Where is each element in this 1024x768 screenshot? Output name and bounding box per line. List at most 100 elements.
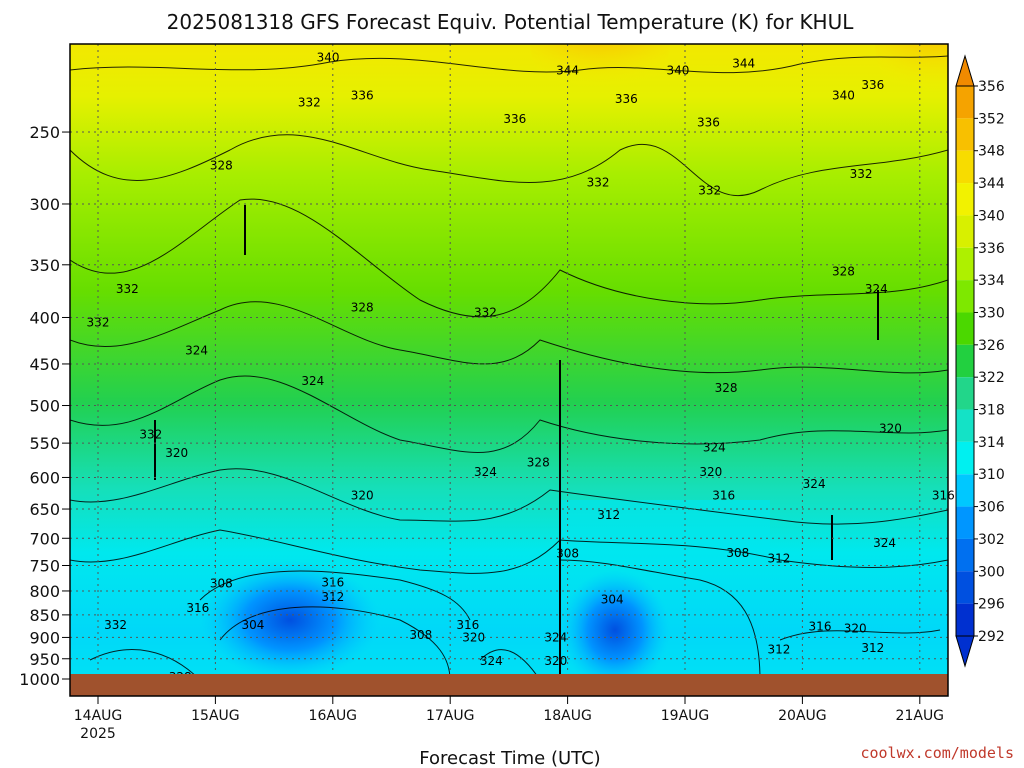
contour-label: 332 — [298, 96, 321, 110]
contour-label: 316 — [932, 488, 955, 502]
contour-label: 340 — [832, 89, 855, 103]
x-axis-label: Forecast Time (UTC) — [419, 748, 600, 768]
contour-label: 328 — [832, 265, 855, 279]
contour-label: 320 — [879, 422, 902, 436]
contour-label: 312 — [861, 641, 884, 655]
colorbar-swatch — [956, 506, 974, 539]
y-axis: 250 300 350 400 450 500 550 600 650 700 750 800 850 9… — [19, 123, 70, 689]
contour-label: 324 — [873, 536, 896, 550]
contour-label: 312 — [767, 552, 790, 566]
colorbar-swatch — [956, 571, 974, 604]
contour-label: 336 — [351, 89, 374, 103]
contour-label: 320 — [699, 465, 722, 479]
colorbar-tick-label: 310 — [978, 467, 1005, 483]
y-tick-label: 900 — [29, 628, 60, 647]
colorbar-tick-label: 322 — [978, 370, 1005, 386]
y-tick-label: 250 — [29, 123, 60, 142]
contour-label: 340 — [667, 64, 690, 78]
colorbar-swatch — [956, 603, 974, 636]
colorbar-swatch — [956, 118, 974, 151]
y-tick-label: 800 — [29, 582, 60, 601]
colorbar-swatch — [956, 538, 974, 572]
contour-label: 324 — [185, 344, 208, 358]
contour-label: 324 — [703, 440, 726, 454]
colorbar-tick-label: 334 — [978, 273, 1005, 289]
contour-label: 332 — [139, 427, 162, 441]
contour-label: 344 — [732, 56, 755, 70]
y-tick-label: 700 — [29, 529, 60, 548]
colorbar-swatch — [956, 183, 974, 216]
contour-label: 332 — [698, 184, 721, 198]
plot-frame — [69, 43, 949, 697]
colorbar-top-arrow — [955, 54, 975, 87]
contour-label: 320 — [165, 446, 188, 460]
contour-label: 324 — [803, 477, 826, 491]
contour-label: 316 — [809, 619, 832, 633]
contour-label: 328 — [715, 381, 738, 395]
colorbar-tick-label: 302 — [978, 532, 1005, 548]
y-tick-label: 550 — [29, 434, 60, 453]
colorbar-bottom-arrow — [955, 635, 975, 668]
gridlines — [70, 44, 948, 680]
x-tick-label: 17AUG — [426, 708, 475, 724]
contour-label: 324 — [480, 654, 503, 668]
x-axis: 14AUG 15AUG 16AUG 17AUG 18AUG 19AUG 20AUG 21AUG — [74, 696, 944, 724]
y-tick-label: 300 — [29, 195, 60, 214]
contour-label: 304 — [601, 593, 624, 607]
y-tick-label: 350 — [29, 256, 60, 275]
contour-label: 312 — [767, 643, 790, 657]
x-tick-label: 21AUG — [896, 708, 945, 724]
contour-label: 308 — [210, 576, 233, 590]
colorbar-tick-label: 336 — [978, 241, 1005, 257]
contour-label: 328 — [351, 300, 374, 314]
contour-label: 332 — [587, 175, 610, 189]
contour-label: 304 — [242, 618, 265, 632]
x-year-label: 2025 — [80, 726, 116, 742]
contour-label: 324 — [544, 630, 567, 644]
contour-label: 328 — [527, 456, 550, 470]
contour-label: 308 — [556, 547, 579, 561]
colorbar-tick-label: 314 — [978, 435, 1005, 451]
contour-label: 336 — [861, 78, 884, 92]
contour-label: 308 — [726, 546, 749, 560]
contour-label: 312 — [597, 508, 620, 522]
y-tick-label: 500 — [29, 397, 60, 416]
colorbar-swatch — [956, 215, 974, 248]
contour-label: 324 — [865, 282, 888, 296]
y-tick-label: 650 — [29, 500, 60, 519]
contour-label: 340 — [317, 51, 340, 65]
colorbar-swatch — [956, 86, 974, 119]
colorbar-tick-label: 306 — [978, 500, 1005, 516]
y-tick-label: 450 — [29, 355, 60, 374]
colorbar-tick-label: 344 — [978, 176, 1005, 192]
colorbar-frame — [955, 85, 975, 637]
colorbar-swatch — [956, 441, 974, 475]
colorbar-swatch — [956, 150, 974, 184]
colorbar-swatch — [956, 312, 974, 345]
y-tick-label: 850 — [29, 606, 60, 625]
contour-label: 332 — [87, 315, 110, 329]
contour-label: 336 — [503, 112, 526, 126]
colorbar-tick-label: 340 — [978, 208, 1005, 224]
colorbar-tick-label: 300 — [978, 564, 1005, 580]
colorbar-swatch — [956, 409, 974, 442]
x-tick-label: 19AUG — [661, 708, 710, 724]
contour-label: 316 — [321, 575, 344, 589]
colorbar: 356 352 348 344 340 336 334 330 326 322 318 314 310 3… — [955, 54, 1005, 668]
y-tick-label: 400 — [29, 308, 60, 327]
credit-text: coolwx.com/models — [860, 744, 1014, 762]
colorbar-tick-label: 318 — [978, 403, 1005, 419]
colorbar-tick-label: 348 — [978, 144, 1005, 160]
colorbar-swatch — [956, 474, 974, 507]
colorbar-tick-label: 330 — [978, 305, 1005, 321]
contour-label: 328 — [210, 158, 233, 172]
contour-label: 316 — [186, 601, 209, 615]
y-tick-label: 1000 — [19, 670, 60, 689]
contour-label: 344 — [556, 64, 579, 78]
contour-label: 320 — [844, 622, 867, 636]
contour-label: 332 — [850, 167, 873, 181]
colorbar-tick-label: 356 — [978, 79, 1005, 95]
colorbar-swatch — [956, 377, 974, 410]
colorbar-swatch — [956, 280, 974, 313]
contour-label: 332 — [104, 618, 127, 632]
